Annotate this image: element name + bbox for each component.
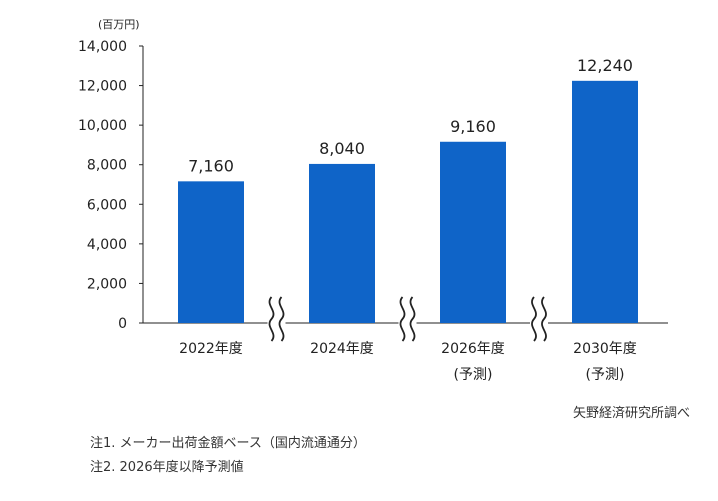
bar-0 — [178, 181, 244, 323]
y-tick-label-0: 0 — [118, 316, 127, 332]
y-tick-label-3: 6,000 — [87, 197, 127, 213]
category-label-2-1: (予測) — [454, 367, 493, 383]
y-tick-label-5: 10,000 — [78, 118, 127, 134]
y-axis-unit-label: (百万円) — [98, 18, 140, 31]
axis-break-0-line-0 — [268, 296, 275, 342]
axis-break-2-line-0 — [531, 296, 537, 342]
axis-break-1-line-0 — [399, 296, 406, 342]
bar-3 — [572, 80, 638, 323]
value-label-0: 7,160 — [188, 156, 234, 175]
bar-1 — [309, 163, 375, 323]
value-label-1: 8,040 — [319, 139, 365, 158]
axis-break-2-line-1 — [541, 296, 547, 342]
y-tick-label-1: 2,000 — [87, 276, 127, 292]
source-note: 矢野経済研究所調べ — [572, 406, 690, 421]
note-2: 注2. 2026年度以降予測値 — [90, 460, 244, 475]
y-tick-label-7: 14,000 — [78, 39, 127, 55]
y-tick-label-2: 4,000 — [87, 237, 127, 253]
note-1: 注1. メーカー出荷金額ベース（国内流通通分） — [90, 436, 366, 451]
category-label-3-0: 2030年度 — [573, 341, 637, 357]
category-label-1-0: 2024年度 — [310, 341, 374, 357]
category-label-2-0: 2026年度 — [441, 341, 505, 357]
value-label-2: 9,160 — [450, 117, 496, 136]
y-tick-label-4: 8,000 — [87, 158, 127, 174]
category-label-3-1: (予測) — [586, 367, 625, 383]
category-label-0-0: 2022年度 — [179, 341, 243, 357]
y-tick-label-6: 12,000 — [78, 79, 127, 95]
value-label-3: 12,240 — [577, 56, 633, 75]
axis-break-0-line-1 — [278, 296, 285, 342]
bar-2 — [440, 141, 506, 323]
axis-break-1-line-1 — [409, 296, 416, 342]
